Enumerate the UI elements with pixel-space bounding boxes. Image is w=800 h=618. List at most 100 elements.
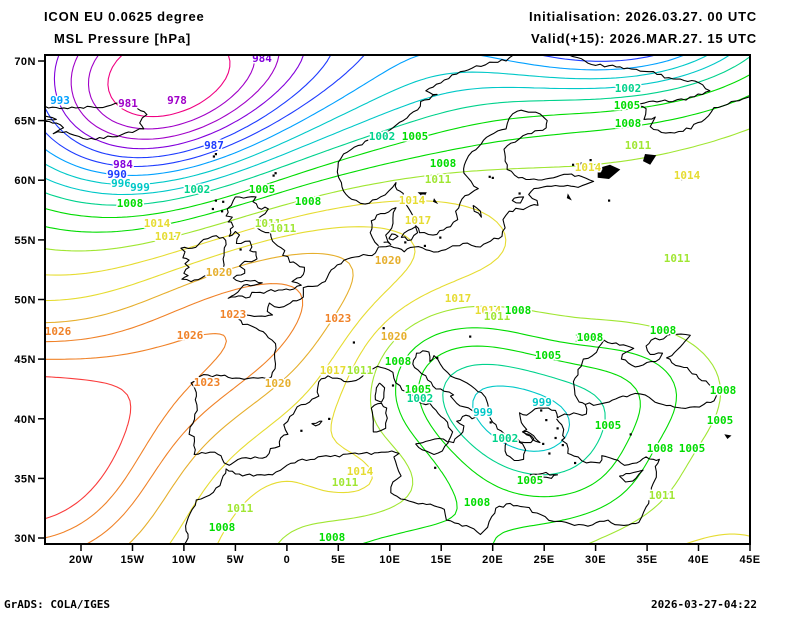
island-dot <box>258 188 261 191</box>
lat-tick-label: 50N <box>14 295 36 307</box>
coast-africa-levant <box>184 418 660 544</box>
lon-tick-label: 15E <box>431 554 452 566</box>
lon-tick-label: 20E <box>482 554 503 566</box>
island-dot <box>300 429 303 432</box>
lon-tick-label: 5E <box>331 554 345 566</box>
island-dot <box>221 210 224 213</box>
island-dot <box>608 199 611 202</box>
contour-label: 1014 <box>347 465 374 478</box>
contour-label: 1002 <box>615 82 642 95</box>
coast-jutland <box>369 207 397 247</box>
island-dot <box>272 174 275 177</box>
island-dot <box>423 244 426 247</box>
contour-label: 1020 <box>206 266 233 279</box>
contour-label: 1011 <box>270 222 297 235</box>
contour-label: 1002 <box>369 130 396 143</box>
contour-label: 1011 <box>425 173 452 186</box>
island-dot <box>489 421 492 424</box>
contour-label: 1005 <box>707 414 734 427</box>
coast-sicily <box>415 437 449 456</box>
lon-tick-label: 40E <box>688 554 709 566</box>
island-dot <box>436 356 439 360</box>
contour-label: 1005 <box>517 474 544 487</box>
contour-label: 1014 <box>144 217 171 230</box>
contour-label: 984 <box>113 158 133 171</box>
contour-label: 1020 <box>381 330 408 343</box>
contour-label: 1017 <box>155 230 182 243</box>
isobar-1026 <box>45 333 227 539</box>
lake <box>597 164 621 179</box>
island-dot <box>434 466 437 469</box>
isobar-996 <box>45 55 709 186</box>
contour-label: 1026 <box>45 325 72 338</box>
island-dot <box>548 452 551 455</box>
island-dot <box>222 200 225 203</box>
contour-label: 990 <box>107 168 127 181</box>
contour-label: 1002 <box>407 392 434 405</box>
coast-norway-kola-whitesea <box>568 55 750 134</box>
contour-lines <box>45 55 750 544</box>
island-dot <box>629 433 632 436</box>
contour-label: 1005 <box>679 442 706 455</box>
lake <box>417 192 427 199</box>
lon-tick-label: 15W <box>120 554 144 566</box>
contour-label: 999 <box>532 396 552 409</box>
island-dot <box>545 419 548 422</box>
contour-label: 1005 <box>595 419 622 432</box>
isobar-1017 <box>45 226 416 544</box>
contour-label: 1008 <box>117 197 144 210</box>
isobar-1014 <box>45 200 750 544</box>
lon-tick-label: 30E <box>585 554 606 566</box>
coast-iceland <box>45 102 148 141</box>
contour-label: 1005 <box>405 383 432 396</box>
island-dot <box>404 241 407 244</box>
contour-label: 999 <box>473 406 493 419</box>
contour-label: 1011 <box>255 217 282 230</box>
isobar-990 <box>45 55 656 168</box>
contour-label: 1011 <box>484 310 511 323</box>
contour-label: 1023 <box>194 376 221 389</box>
island-dot <box>352 341 355 344</box>
isobar-987 <box>45 55 332 159</box>
coast-euboea <box>523 430 541 444</box>
contour-label: 1023 <box>325 312 352 325</box>
contour-label: 1011 <box>227 502 254 515</box>
contour-label: 1002 <box>492 432 519 445</box>
contour-label: 1017 <box>320 364 347 377</box>
island-dot <box>572 163 575 166</box>
contour-label: 1005 <box>402 130 429 143</box>
isobar-1020 <box>45 252 354 544</box>
contour-label: 1011 <box>664 252 691 265</box>
initialisation-time: Initialisation: 2026.03.27. 00 UTC <box>529 9 757 24</box>
contour-label: 1014 <box>475 304 502 317</box>
contour-label: 1008 <box>615 117 642 130</box>
coast-majorca <box>311 420 323 427</box>
lake <box>433 198 439 205</box>
lon-tick-label: 25E <box>534 554 555 566</box>
contour-label: 1008 <box>464 496 491 509</box>
contour-label: 1005 <box>614 99 641 112</box>
island-dot <box>382 327 385 330</box>
contour-label: 996 <box>111 177 131 190</box>
island-dot <box>211 207 214 211</box>
island-dot <box>439 236 442 239</box>
lat-tick-label: 65N <box>14 116 36 128</box>
island-dot <box>214 199 217 202</box>
contour-label: 1014 <box>399 194 426 207</box>
contour-label: 1011 <box>347 364 374 377</box>
island-dot <box>274 172 277 175</box>
lon-tick-label: 35E <box>637 554 658 566</box>
lake <box>566 193 572 201</box>
contour-label: 1008 <box>647 442 674 455</box>
lon-tick-label: 45E <box>739 554 760 566</box>
coast-funen <box>388 233 399 241</box>
island-dot <box>391 384 395 387</box>
coast-mainland-europe <box>188 55 718 466</box>
contour-label: 984 <box>252 52 272 65</box>
island-dot <box>212 155 215 158</box>
coast-corsica <box>374 382 386 403</box>
island-dot <box>554 436 557 440</box>
